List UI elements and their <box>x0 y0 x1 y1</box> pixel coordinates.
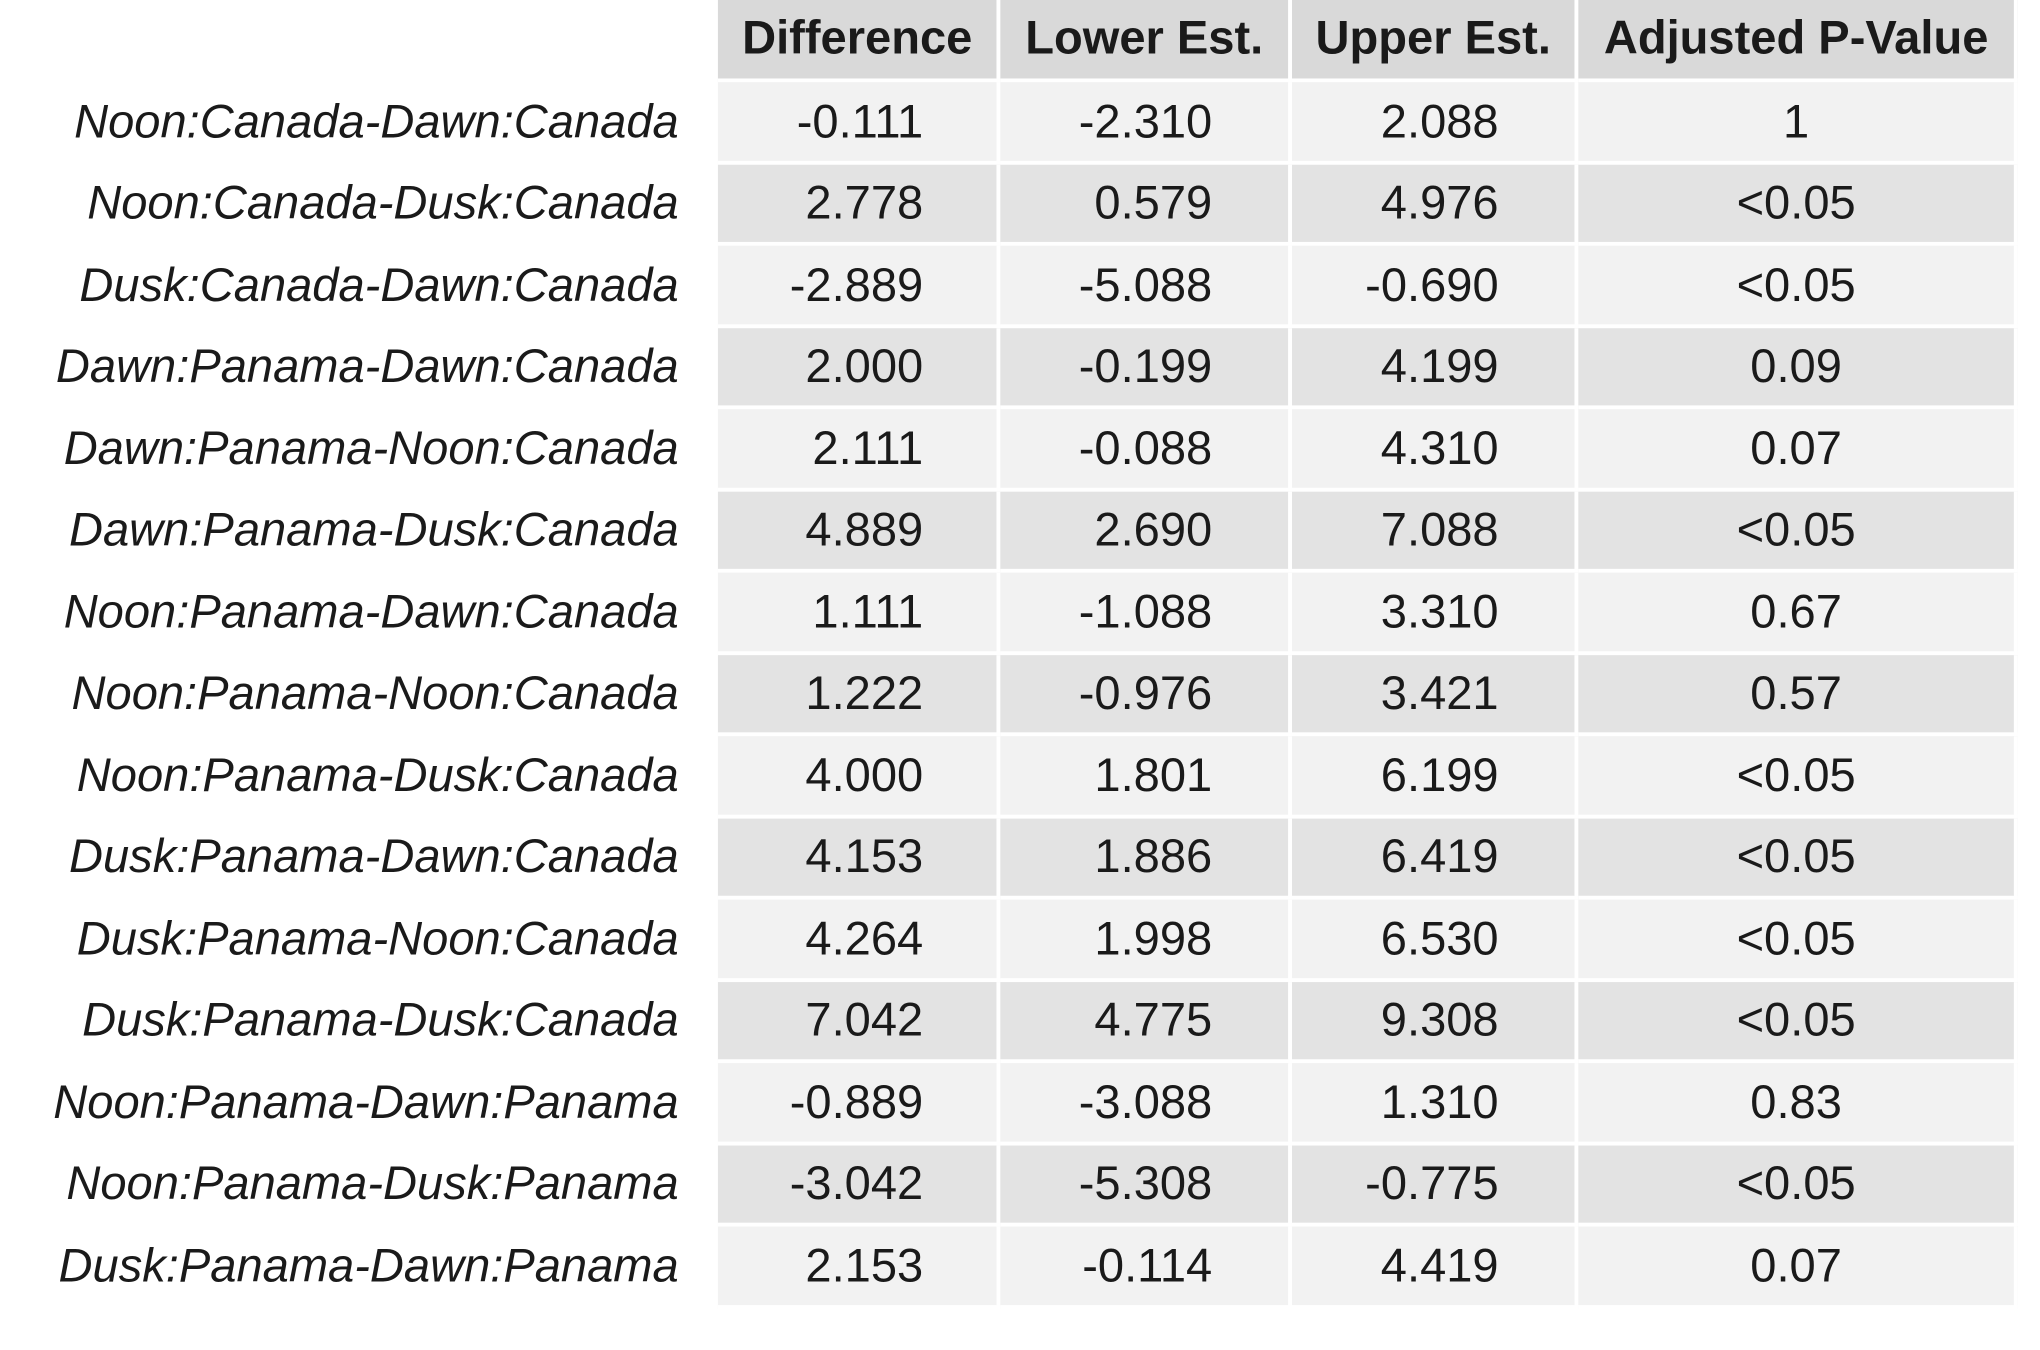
upper-est-cell: 1.310 <box>1292 1063 1579 1145</box>
adjusted-p-value-cell: 0.67 <box>1578 572 2018 655</box>
lower-est-cell: 4.775 <box>1000 981 1293 1064</box>
table-row: Dusk:Panama-Dawn:Panama 2.153 -0.114 4.419 0… <box>0 1226 2018 1309</box>
row-label: Dusk:Panama-Dawn:Panama <box>0 1226 718 1309</box>
lower-est-cell: -0.088 <box>1000 409 1293 492</box>
corner-cell <box>0 0 718 83</box>
row-label: Dawn:Panama-Noon:Canada <box>0 409 718 492</box>
row-label: Dusk:Panama-Dawn:Canada <box>0 817 718 900</box>
row-label: Noon:Panama-Dusk:Canada <box>0 736 718 818</box>
difference-cell: 2.153 <box>717 1226 1001 1309</box>
row-label: Dusk:Canada-Dawn:Canada <box>0 245 718 328</box>
table-body: Noon:Canada-Dawn:Canada -0.111 -2.310 2.088… <box>0 82 2018 1309</box>
difference-cell: 1.222 <box>717 654 1001 737</box>
adjusted-p-value-cell: 0.83 <box>1578 1063 2018 1145</box>
upper-est-cell: 4.310 <box>1292 409 1579 492</box>
upper-est-cell: 3.310 <box>1292 572 1579 655</box>
upper-est-cell: 6.530 <box>1292 899 1579 982</box>
table-row: Noon:Canada-Dusk:Canada 2.778 0.579 4.976 <0… <box>0 164 2018 246</box>
difference-cell: 4.000 <box>717 736 1001 818</box>
table-row: Noon:Panama-Noon:Canada 1.222 -0.976 3.421 0… <box>0 654 2018 737</box>
upper-est-cell: 6.199 <box>1292 736 1579 818</box>
adjusted-p-value-cell: <0.05 <box>1578 981 2018 1064</box>
table-row: Dusk:Panama-Dawn:Canada 4.153 1.886 6.419 <0… <box>0 817 2018 900</box>
adjusted-p-value-cell: <0.05 <box>1578 491 2018 573</box>
comparison-table: Difference Lower Est. Upper Est. Adjuste… <box>0 0 2018 1309</box>
lower-est-cell: -0.199 <box>1000 327 1293 410</box>
table-row: Dusk:Canada-Dawn:Canada -2.889 -5.088 -0.69… <box>0 245 2018 328</box>
lower-est-cell: -1.088 <box>1000 572 1293 655</box>
lower-est-cell: 1.886 <box>1000 817 1293 900</box>
adjusted-p-value-cell: 0.57 <box>1578 654 2018 737</box>
upper-est-cell: 2.088 <box>1292 82 1579 165</box>
adjusted-p-value-cell: <0.05 <box>1578 1144 2018 1227</box>
lower-est-cell: 1.998 <box>1000 899 1293 982</box>
row-label: Noon:Panama-Dawn:Panama <box>0 1063 718 1145</box>
row-label: Dusk:Panama-Dusk:Canada <box>0 981 718 1064</box>
row-label: Dusk:Panama-Noon:Canada <box>0 899 718 982</box>
upper-est-cell: 7.088 <box>1292 491 1579 573</box>
adjusted-p-value-cell: <0.05 <box>1578 736 2018 818</box>
table-row: Noon:Panama-Dusk:Canada 4.000 1.801 6.199 <0… <box>0 736 2018 818</box>
table-row: Dawn:Panama-Dusk:Canada 4.889 2.690 7.088 <0… <box>0 491 2018 573</box>
lower-est-cell: -2.310 <box>1000 82 1293 165</box>
adjusted-p-value-cell: 0.09 <box>1578 327 2018 410</box>
table-row: Dawn:Panama-Noon:Canada 2.111 -0.088 4.310 0… <box>0 409 2018 492</box>
adjusted-p-value-cell: <0.05 <box>1578 164 2018 246</box>
difference-cell: 2.000 <box>717 327 1001 410</box>
adjusted-p-value-cell: <0.05 <box>1578 817 2018 900</box>
lower-est-cell: 0.579 <box>1000 164 1293 246</box>
row-label: Dawn:Panama-Dawn:Canada <box>0 327 718 410</box>
row-label: Noon:Panama-Noon:Canada <box>0 654 718 737</box>
upper-est-cell: 6.419 <box>1292 817 1579 900</box>
upper-est-cell: 4.419 <box>1292 1226 1579 1309</box>
row-label: Noon:Canada-Dusk:Canada <box>0 164 718 246</box>
column-header-adjusted-p-value: Adjusted P-Value <box>1578 0 2018 83</box>
adjusted-p-value-cell: <0.05 <box>1578 899 2018 982</box>
adjusted-p-value-cell: 0.07 <box>1578 409 2018 492</box>
difference-cell: 4.264 <box>717 899 1001 982</box>
row-label: Noon:Panama-Dawn:Canada <box>0 572 718 655</box>
table-row: Noon:Panama-Dawn:Panama -0.889 -3.088 1.310… <box>0 1063 2018 1145</box>
column-header-upper-est: Upper Est. <box>1292 0 1579 83</box>
lower-est-cell: -5.308 <box>1000 1144 1293 1227</box>
lower-est-cell: -0.976 <box>1000 654 1293 737</box>
lower-est-cell: -3.088 <box>1000 1063 1293 1145</box>
adjusted-p-value-cell: <0.05 <box>1578 245 2018 328</box>
column-header-difference: Difference <box>717 0 1001 83</box>
upper-est-cell: 4.199 <box>1292 327 1579 410</box>
column-header-lower-est: Lower Est. <box>1000 0 1293 83</box>
table-row: Noon:Canada-Dawn:Canada -0.111 -2.310 2.088… <box>0 82 2018 165</box>
difference-cell: 4.889 <box>717 491 1001 573</box>
difference-cell: 7.042 <box>717 981 1001 1064</box>
header-row: Difference Lower Est. Upper Est. Adjuste… <box>0 0 2018 83</box>
table-row: Dusk:Panama-Dusk:Canada 7.042 4.775 9.308 <0… <box>0 981 2018 1064</box>
row-label: Noon:Panama-Dusk:Panama <box>0 1144 718 1227</box>
adjusted-p-value-cell: 0.07 <box>1578 1226 2018 1309</box>
difference-cell: -0.889 <box>717 1063 1001 1145</box>
lower-est-cell: 1.801 <box>1000 736 1293 818</box>
difference-cell: 2.778 <box>717 164 1001 246</box>
table-row: Dusk:Panama-Noon:Canada 4.264 1.998 6.530 <0… <box>0 899 2018 982</box>
row-label: Noon:Canada-Dawn:Canada <box>0 82 718 165</box>
upper-est-cell: 3.421 <box>1292 654 1579 737</box>
difference-cell: 1.111 <box>717 572 1001 655</box>
difference-cell: -0.111 <box>717 82 1001 165</box>
table-row: Noon:Panama-Dusk:Panama -3.042 -5.308 -0.77… <box>0 1144 2018 1227</box>
lower-est-cell: 2.690 <box>1000 491 1293 573</box>
upper-est-cell: -0.690 <box>1292 245 1579 328</box>
upper-est-cell: -0.775 <box>1292 1144 1579 1227</box>
table-row: Dawn:Panama-Dawn:Canada 2.000 -0.199 4.199 0… <box>0 327 2018 410</box>
upper-est-cell: 4.976 <box>1292 164 1579 246</box>
table-row: Noon:Panama-Dawn:Canada 1.111 -1.088 3.310 0… <box>0 572 2018 655</box>
upper-est-cell: 9.308 <box>1292 981 1579 1064</box>
row-label: Dawn:Panama-Dusk:Canada <box>0 491 718 573</box>
difference-cell: -3.042 <box>717 1144 1001 1227</box>
lower-est-cell: -0.114 <box>1000 1226 1293 1309</box>
difference-cell: 4.153 <box>717 817 1001 900</box>
lower-est-cell: -5.088 <box>1000 245 1293 328</box>
adjusted-p-value-cell: 1 <box>1578 82 2018 165</box>
difference-cell: -2.889 <box>717 245 1001 328</box>
difference-cell: 2.111 <box>717 409 1001 492</box>
